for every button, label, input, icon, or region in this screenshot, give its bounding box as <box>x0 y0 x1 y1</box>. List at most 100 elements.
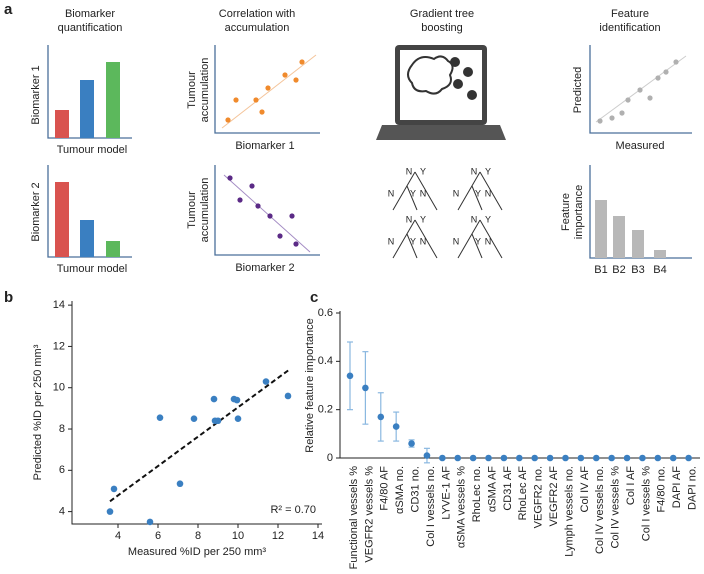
schematic-bar <box>106 62 120 138</box>
axis <box>339 311 700 459</box>
y-tick-label: 14 <box>53 299 65 311</box>
tree-branch <box>392 171 438 211</box>
point <box>516 454 523 462</box>
tree-label: Y <box>410 188 416 198</box>
point <box>531 454 538 462</box>
tree-label: Y <box>485 214 491 224</box>
tree-label: Y <box>475 236 481 246</box>
axis-label: accumulation <box>199 58 211 123</box>
tree-label: N <box>406 214 413 224</box>
panel-label: b <box>4 289 13 306</box>
y-axis-label: Predicted %ID per 250 mm³ <box>32 344 44 480</box>
trend-line <box>221 54 317 129</box>
point <box>176 480 184 488</box>
point <box>546 454 554 462</box>
axis-label: Tumour <box>186 71 198 109</box>
x-tick-label: 8 <box>195 530 201 542</box>
point <box>234 415 242 422</box>
point <box>577 454 585 462</box>
schematic-bar <box>55 182 69 257</box>
tree-label: N <box>406 166 413 176</box>
point <box>156 414 164 421</box>
x-tick-label: αSMA vessels % <box>456 466 468 548</box>
point <box>654 454 662 462</box>
tree-label: N <box>471 166 478 176</box>
point <box>214 417 222 425</box>
axis-label: importance <box>573 185 585 239</box>
tree-branch <box>392 219 438 259</box>
axis-label: Predicted <box>572 67 584 113</box>
x-tick-label: DAPI no. <box>687 466 699 510</box>
axis-label: Biomarker 1 <box>30 65 42 124</box>
bar-label: B1 <box>594 264 607 276</box>
fit-line <box>109 368 291 503</box>
tree-label: Y <box>420 214 426 224</box>
tree-label: Y <box>485 166 491 176</box>
axis-label: Biomarker 2 <box>30 182 42 241</box>
axis <box>71 301 322 525</box>
point <box>190 415 198 422</box>
tree-label: Y <box>420 166 426 176</box>
tree-label: N <box>485 236 492 246</box>
tree-label: N <box>471 214 478 224</box>
tree-label: N <box>485 188 492 198</box>
schematic-axis <box>47 165 132 258</box>
schematic-points <box>597 59 679 124</box>
schematic-points <box>227 175 299 247</box>
x-tick-label: αSMA AF <box>486 466 498 512</box>
x-tick-label: αSMA no. <box>394 466 406 514</box>
x-tick-label: 14 <box>312 530 324 542</box>
point <box>439 454 446 462</box>
point <box>685 454 692 462</box>
point <box>362 384 369 392</box>
point <box>454 454 462 462</box>
axis-label: Feature <box>560 193 572 231</box>
panel-label: a <box>4 1 13 18</box>
y-tick-label: 0 <box>327 452 333 464</box>
x-tick-label: 6 <box>155 530 161 542</box>
schematic-bar <box>80 80 94 138</box>
col-title: Gradient tree <box>410 8 474 20</box>
y-tick-label: 10 <box>53 382 65 394</box>
tree-label: N <box>388 188 395 198</box>
tree-label: N <box>388 236 395 246</box>
col-title: boosting <box>421 22 463 34</box>
x-tick-label: Col I AF <box>625 466 637 505</box>
y-tick-label: 6 <box>59 464 65 476</box>
point <box>146 518 154 526</box>
x-tick-label: Col IV vessels no. <box>594 466 606 554</box>
x-tick-label: RhoLec AF <box>517 466 529 521</box>
x-tick-label: LYVE-1 AF <box>440 466 452 520</box>
x-tick-label: VEGFR2 AF <box>548 466 560 527</box>
y-tick-label: 8 <box>59 423 65 435</box>
x-tick-label: 4 <box>115 530 121 542</box>
schematic-bar <box>55 110 69 138</box>
tree-label: N <box>453 236 460 246</box>
schematic-axis <box>47 45 132 139</box>
x-tick-label: VEGFR2 vessels % <box>363 466 375 563</box>
tree-label: Y <box>475 188 481 198</box>
point <box>210 395 218 403</box>
col-title: Biomarker <box>65 8 115 20</box>
x-tick-label: DAPI AF <box>671 466 683 508</box>
laptop-icon <box>376 45 506 140</box>
point <box>284 392 292 400</box>
x-tick-label: CD31 AF <box>502 466 514 511</box>
x-tick-label: 12 <box>272 530 284 542</box>
tree-label: N <box>420 236 427 246</box>
axis-label: Measured <box>616 140 665 152</box>
point <box>469 454 477 462</box>
point <box>639 454 646 462</box>
axis-label: accumulation <box>199 178 211 243</box>
x-tick-label: 10 <box>232 530 244 542</box>
schematic-bar <box>106 241 120 257</box>
point <box>669 454 677 462</box>
schematic-bar <box>80 220 94 257</box>
y-axis-label: Relative feature importance <box>304 318 316 453</box>
point <box>562 454 569 462</box>
col-title: quantification <box>58 22 123 34</box>
tree-label: N <box>453 188 460 198</box>
x-tick-label: CD31 no. <box>409 466 421 512</box>
col-title: Feature <box>611 8 649 20</box>
